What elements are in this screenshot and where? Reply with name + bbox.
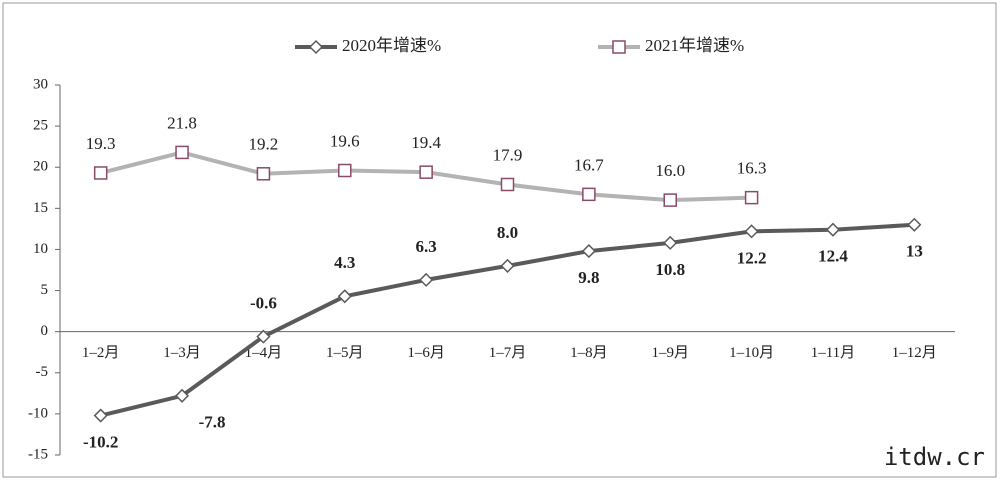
value-label: 12.4 (818, 247, 848, 266)
y-tick-label: 25 (33, 118, 48, 134)
point (907, 217, 922, 232)
y-tick-label: -5 (36, 364, 49, 380)
value-label: 19.2 (249, 135, 279, 154)
point (308, 39, 324, 55)
value-label: 13 (906, 242, 923, 261)
value-label: 10.8 (655, 260, 685, 279)
legend-label: 2021年增速% (645, 36, 744, 55)
point (663, 193, 677, 207)
x-tick-label: 1–10月 (729, 345, 774, 361)
value-label: 17.9 (493, 145, 523, 164)
point (419, 165, 433, 179)
point (93, 166, 108, 180)
value-label: 16.0 (655, 161, 685, 180)
value-label: -0.6 (250, 294, 277, 313)
value-label: 16.7 (574, 155, 604, 174)
value-label: -10.2 (83, 432, 118, 451)
point (612, 40, 626, 54)
x-tick-label: 1–7月 (489, 345, 527, 361)
y-tick-label: 15 (33, 200, 48, 216)
value-label: 12.2 (737, 248, 767, 267)
line (100, 222, 915, 418)
watermark: itdw.cr (884, 443, 985, 471)
value-label: 4.3 (334, 253, 355, 272)
point (581, 244, 596, 259)
value-label: 16.3 (737, 159, 767, 178)
x-tick-label: 1–6月 (407, 345, 445, 361)
point (825, 222, 841, 237)
y-tick-label: -10 (28, 405, 48, 421)
point (744, 224, 759, 239)
value-label: 19.4 (411, 133, 441, 152)
y-tick-label: 30 (33, 76, 48, 92)
point (419, 272, 434, 287)
x-tick-label: 1–4月 (245, 345, 283, 361)
point (337, 289, 352, 304)
value-label: 19.6 (330, 131, 360, 150)
y-tick-label: -15 (28, 446, 48, 462)
point (582, 187, 596, 202)
value-label: 9.8 (578, 268, 599, 287)
x-tick-label: 1–2月 (82, 345, 120, 361)
point (256, 167, 271, 181)
point (744, 190, 759, 205)
y-tick-label: 10 (33, 241, 48, 257)
value-label: 19.3 (86, 134, 116, 153)
value-label: -7.8 (199, 413, 226, 432)
x-tick-label: 1–3月 (163, 345, 201, 361)
point (663, 235, 678, 250)
x-tick-label: 1–8月 (570, 345, 608, 361)
y-tick-label: 20 (33, 159, 48, 175)
point (500, 177, 515, 192)
value-label: 6.3 (416, 237, 437, 256)
point (338, 163, 352, 178)
x-tick-label: 1–9月 (651, 345, 689, 361)
point (175, 145, 189, 160)
point (256, 329, 271, 344)
value-label: 21.8 (167, 113, 197, 132)
x-tick-label: 1–11月 (811, 345, 855, 361)
legend-label: 2020年增速% (342, 36, 441, 55)
point (500, 258, 515, 273)
point (93, 408, 108, 423)
y-tick-label: 0 (41, 323, 49, 339)
y-tick-label: 5 (41, 282, 49, 298)
point (174, 388, 190, 403)
value-label: 8.0 (497, 223, 518, 242)
x-tick-label: 1–5月 (326, 345, 364, 361)
x-tick-label: 1–12月 (892, 345, 937, 361)
